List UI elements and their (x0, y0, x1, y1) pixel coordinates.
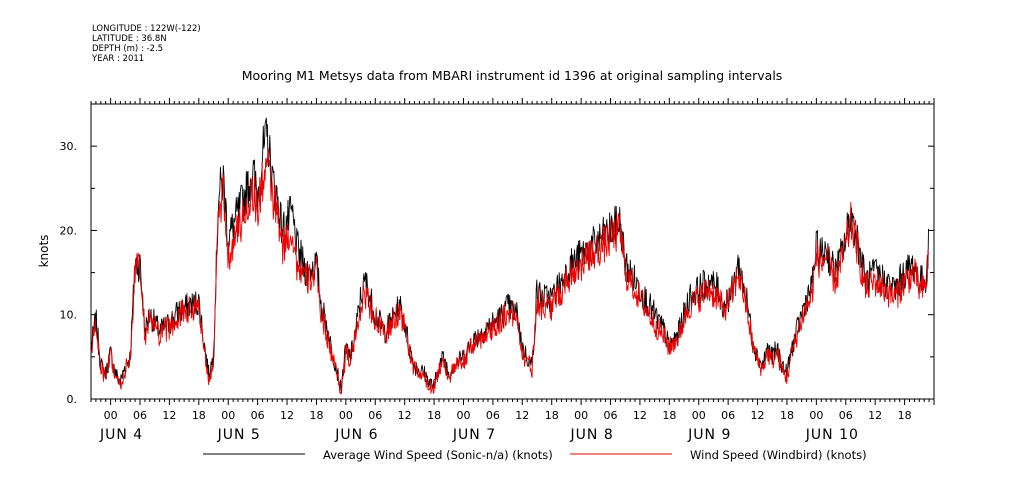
longitude-label: LONGITUDE : 122W(-122) (92, 24, 201, 34)
x-tick-label: 00 (221, 409, 235, 422)
x-tick-label: 06 (721, 409, 735, 422)
chart-title: Mooring M1 Metsys data from MBARI instru… (242, 68, 783, 83)
day-label: JUN 7 (452, 427, 496, 443)
x-tick-label: 12 (515, 409, 529, 422)
x-tick-label: 06 (839, 409, 853, 422)
latitude-label: LATITUDE : 36.8N (92, 34, 167, 44)
x-tick-label: 12 (398, 409, 412, 422)
x-tick-label: 00 (809, 409, 823, 422)
y-tick-label: 30. (60, 140, 78, 153)
series-layer (90, 117, 929, 395)
y-tick-label: 20. (60, 224, 78, 237)
depth-label: DEPTH (m) : -2.5 (92, 44, 163, 54)
x-tick-label: 00 (574, 409, 588, 422)
legend: Average Wind Speed (Sonic-n/a) (knots) W… (203, 448, 867, 462)
x-tick-label: 00 (339, 409, 353, 422)
x-tick-label: 12 (162, 409, 176, 422)
x-tick-label: 18 (780, 409, 794, 422)
x-tick-label: 00 (456, 409, 470, 422)
x-tick-label: 18 (309, 409, 323, 422)
y-tick-labels: 0. 10. 20. 30. (60, 140, 78, 406)
x-tick-label: 06 (486, 409, 500, 422)
x-tick-labels: 00 06 12 18 00 06 12 18 00 06 12 18 00 06 12 18 00 06 12 18… (104, 409, 912, 422)
day-label: JUN 5 (217, 427, 261, 443)
day-label: JUN 10 (805, 427, 859, 443)
y-axis-label: knots (37, 235, 51, 268)
x-tick-label: 06 (604, 409, 618, 422)
x-tick-label: 18 (898, 409, 912, 422)
legend-label-windbird: Wind Speed (Windbird) (knots) (690, 448, 867, 462)
x-tick-label: 06 (368, 409, 382, 422)
axis-ticks (90, 98, 935, 405)
day-label: JUN 8 (570, 427, 614, 443)
x-tick-label: 12 (633, 409, 647, 422)
legend-label-sonic: Average Wind Speed (Sonic-n/a) (knots) (323, 448, 553, 462)
x-tick-label: 00 (692, 409, 706, 422)
x-tick-label: 00 (104, 409, 118, 422)
year-label: YEAR : 2011 (91, 54, 144, 64)
day-label: JUN 6 (334, 427, 378, 443)
x-tick-label: 12 (280, 409, 294, 422)
y-tick-label: 0. (67, 393, 78, 406)
x-tick-label: 12 (868, 409, 882, 422)
day-label: JUN 9 (687, 427, 731, 443)
day-label: JUN 4 (99, 427, 143, 443)
series-line-windbird (90, 148, 929, 395)
x-tick-label: 12 (751, 409, 765, 422)
x-tick-label: 06 (133, 409, 147, 422)
y-tick-label: 10. (60, 309, 78, 322)
series-line-sonic (90, 117, 929, 394)
x-tick-label: 18 (662, 409, 676, 422)
x-tick-label: 18 (427, 409, 441, 422)
x-tick-label: 18 (545, 409, 559, 422)
x-tick-label: 06 (251, 409, 265, 422)
x-tick-label: 18 (192, 409, 206, 422)
day-labels: JUN 4 JUN 5 JUN 6 JUN 7 JUN 8 JUN 9 JUN 10 (99, 427, 859, 443)
